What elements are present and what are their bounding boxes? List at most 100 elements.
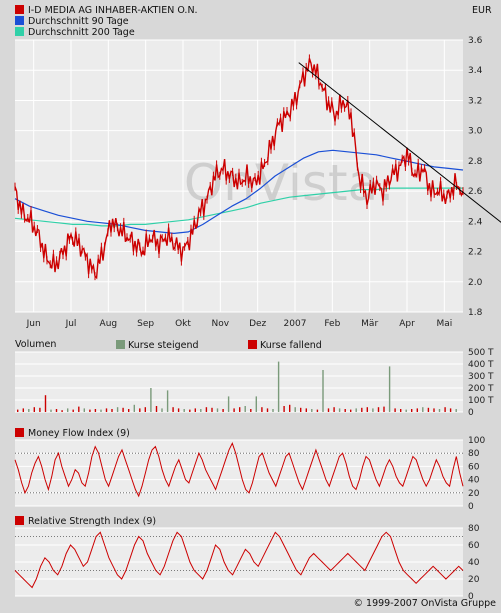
volume-bar (50, 409, 52, 412)
volume-y-tick-label: 200 T (468, 384, 494, 394)
volume-bar (361, 407, 363, 412)
volume-bar (411, 409, 413, 412)
volume-bar (39, 407, 41, 412)
ma200-line (14, 187, 463, 227)
price-y-tick-label: 1.8 (468, 308, 483, 318)
volume-bar (78, 406, 80, 412)
volume-bar (427, 407, 430, 412)
price-y-tick-label: 3.2 (468, 96, 482, 106)
volume-bar (183, 409, 185, 412)
volume-bar (355, 408, 357, 412)
price-panel: OnVista. 1.82.02.22.42.62.83.03.23.43.6 … (14, 36, 501, 329)
legend-swatch-ma90 (15, 16, 24, 25)
legend-label-falling: Kurse fallend (260, 340, 322, 351)
volume-bar (383, 406, 385, 412)
volume-bar (322, 370, 324, 412)
legend-swatch-rising (116, 340, 125, 349)
volume-bar (233, 408, 235, 412)
mfi-title: Money Flow Index (9) (28, 428, 130, 439)
indicator-y-tick-label: 0 (468, 592, 474, 602)
volume-panel: Volumen Kurse steigend Kurse fallend 0 10… (15, 339, 494, 418)
volume-bar (372, 408, 374, 412)
volume-bar (205, 407, 208, 412)
volume-bar (139, 408, 141, 412)
volume-bar (394, 408, 396, 412)
volume-bar (161, 408, 163, 412)
rsi-title: Relative Strength Index (9) (28, 516, 156, 527)
rsi-panel: Relative Strength Index (9) 0 20 40 60 80 (14, 516, 480, 602)
indicator-y-tick-label: 80 (468, 449, 480, 459)
indicator-y-tick-label: 0 (468, 502, 474, 512)
ma90-line (14, 149, 464, 234)
volume-bar (239, 407, 241, 412)
volume-bar (289, 404, 291, 412)
volume-y-tick-label: 500 T (468, 348, 494, 358)
price-y-tick-label: 2.4 (468, 217, 483, 227)
volume-bar (17, 409, 19, 412)
volume-y-tick-label: 0 (468, 408, 474, 418)
legend-swatch-price (15, 5, 24, 14)
volume-bar (28, 409, 30, 412)
price-x-tick-label: Dez (249, 319, 266, 329)
copyright-text: © 1999-2007 OnVista Gruppe (354, 598, 497, 609)
volume-bar (216, 408, 219, 412)
indicator-y-tick-label: 20 (468, 489, 480, 499)
volume-bar (94, 409, 97, 412)
volume-bar (211, 407, 213, 412)
legend-swatch-ma200 (15, 27, 24, 36)
price-x-tick-label: Sep (137, 319, 154, 329)
volume-bar (83, 408, 85, 412)
volume-title: Volumen (15, 339, 56, 350)
volume-y-tick-label: 300 T (468, 372, 494, 382)
mfi-y-ticks: 0 20 40 60 80 100 (468, 436, 485, 512)
mfi-panel: Money Flow Index (9) 0 20 40 60 80 100 (14, 428, 485, 512)
legend-swatch-falling (248, 340, 257, 349)
rsi-series-group (14, 531, 464, 589)
volume-bar (116, 407, 119, 412)
volume-bar (422, 407, 424, 412)
price-legend: I-D MEDIA AG INHABER-AKTIEN O.N. Durchsc… (15, 5, 492, 38)
volume-bar (405, 409, 407, 412)
volume-y-tick-label: 100 T (468, 396, 494, 406)
volume-bar (438, 409, 441, 412)
price-x-tick-label: Aug (100, 319, 118, 329)
volume-bar (72, 409, 74, 412)
volume-bar (61, 410, 63, 412)
mfi-swatch (15, 428, 24, 437)
price-y-tick-label: 3.0 (468, 127, 483, 137)
price-x-tick-label: Jul (65, 319, 77, 329)
volume-bar (300, 407, 302, 412)
volume-bar (227, 396, 230, 412)
volume-bar (150, 388, 152, 412)
volume-bar (100, 409, 102, 412)
indicator-y-tick-label: 20 (468, 575, 480, 585)
legend-label-rising: Kurse steigend (128, 340, 199, 351)
volume-bar (105, 408, 108, 412)
price-x-tick-label: Jun (26, 319, 41, 329)
volume-bar (366, 407, 368, 412)
volume-bar (377, 407, 380, 412)
volume-bar (444, 407, 446, 412)
volume-bar (388, 366, 391, 412)
volume-bar (311, 409, 313, 412)
legend-label-price: I-D MEDIA AG INHABER-AKTIEN O.N. (28, 5, 198, 16)
price-x-tick-label: Mai (436, 319, 452, 329)
price-y-tick-label: 3.6 (468, 36, 483, 46)
watermark: OnVista. (184, 154, 394, 212)
volume-bar (272, 409, 274, 412)
volume-bar (266, 408, 269, 412)
price-y-tick-label: 2.2 (468, 248, 482, 258)
volume-bar (261, 407, 263, 412)
volume-bar (189, 409, 191, 412)
volume-bar (433, 408, 435, 412)
price-x-tick-label: Apr (399, 319, 415, 329)
volume-bar (416, 408, 418, 412)
volume-bar (155, 406, 158, 412)
rsi-y-ticks: 0 20 40 60 80 (468, 524, 480, 602)
indicator-y-tick-label: 60 (468, 541, 480, 551)
price-x-tick-label: Okt (175, 319, 191, 329)
volume-bar (333, 407, 335, 412)
volume-bar (67, 408, 69, 412)
